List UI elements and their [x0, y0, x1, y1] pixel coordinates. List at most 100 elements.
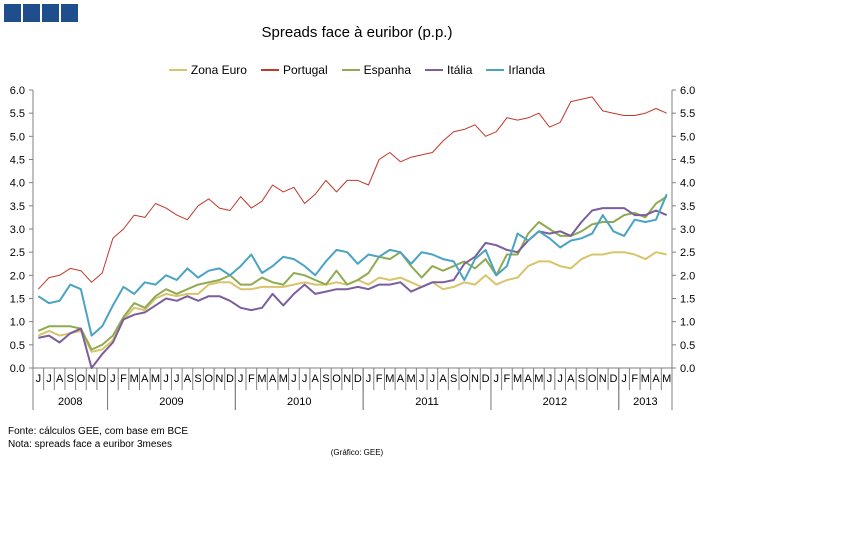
x-tick-label: J	[46, 373, 52, 385]
series-line-irlanda	[37, 193, 668, 337]
x-tick-label: O	[332, 373, 341, 385]
x-tick-label: A	[397, 373, 405, 385]
y-tick-label-right: 4.0	[680, 178, 695, 190]
y-tick-label-left: 3.5	[10, 201, 25, 213]
legend-label: Zona Euro	[190, 63, 247, 77]
y-tick-label-left: 5.5	[10, 108, 25, 120]
x-tick-label: S	[450, 373, 457, 385]
y-tick-label-left: 1.0	[10, 317, 25, 329]
x-tick-label: J	[494, 373, 500, 385]
x-tick-label: A	[312, 373, 320, 385]
x-tick-label: S	[578, 373, 585, 385]
x-tick-label: A	[269, 373, 277, 385]
x-tick-label: A	[184, 373, 192, 385]
x-tick-label: A	[141, 373, 149, 385]
legend-item: Espanha	[341, 63, 412, 77]
y-tick-label-left: 4.0	[10, 178, 25, 190]
x-tick-label: J	[557, 373, 563, 385]
legend-label: Irlanda	[508, 63, 546, 77]
legend-item: Itália	[425, 63, 472, 77]
y-tick-label-right: 2.5	[680, 247, 695, 259]
logo	[4, 4, 78, 22]
x-tick-label: N	[88, 373, 96, 385]
x-tick-label: F	[376, 373, 383, 385]
x-tick-label: M	[406, 373, 415, 385]
x-tick-label: M	[662, 373, 671, 385]
x-tick-label: J	[291, 373, 297, 385]
x-tick-label: A	[525, 373, 533, 385]
x-tick-label: D	[98, 373, 106, 385]
x-tick-label: A	[567, 373, 575, 385]
x-tick-label: F	[504, 373, 511, 385]
x-tick-label: D	[354, 373, 362, 385]
x-tick-label: M	[385, 373, 394, 385]
year-label: 2012	[543, 396, 567, 408]
x-tick-label: F	[248, 373, 255, 385]
y-tick-label-right: 0.5	[680, 340, 695, 352]
x-tick-label: D	[226, 373, 234, 385]
x-tick-label: F	[631, 373, 638, 385]
y-tick-label-left: 4.5	[10, 155, 25, 167]
y-tick-label-left: 0.5	[10, 340, 25, 352]
x-tick-label: A	[439, 373, 447, 385]
x-tick-label: S	[67, 373, 74, 385]
x-tick-label: J	[174, 373, 180, 385]
x-tick-label: S	[322, 373, 329, 385]
year-label: 2008	[58, 396, 82, 408]
y-tick-label-left: 2.5	[10, 247, 25, 259]
legend-item: Irlanda	[486, 63, 545, 77]
y-tick-label-right: 0.0	[680, 363, 695, 375]
chart-footnotes: Fonte: cálculos GEE, com base em BCE Not…	[8, 425, 188, 451]
x-tick-label: M	[641, 373, 650, 385]
chart-title: Spreads face à euribor (p.p.)	[261, 24, 453, 41]
legend-item: Portugal	[260, 63, 328, 77]
y-tick-label-right: 3.5	[680, 201, 695, 213]
series-line-portugal	[37, 96, 667, 290]
x-tick-label: M	[130, 373, 139, 385]
legend-swatch	[341, 69, 360, 71]
x-tick-label: N	[343, 373, 351, 385]
year-label: 2013	[633, 396, 657, 408]
x-tick-label: M	[279, 373, 288, 385]
x-tick-label: M	[513, 373, 522, 385]
x-tick-label: S	[194, 373, 201, 385]
series-line-espanha	[37, 195, 668, 351]
x-tick-label: F	[120, 373, 127, 385]
y-tick-label-left: 5.0	[10, 131, 25, 143]
x-tick-label: D	[609, 373, 617, 385]
legend-swatch	[260, 69, 279, 71]
source-note: Fonte: cálculos GEE, com base em BCE	[8, 426, 189, 437]
x-tick-label: J	[419, 373, 425, 385]
x-tick-label: O	[588, 373, 597, 385]
x-tick-label: A	[652, 373, 660, 385]
x-tick-label: D	[482, 373, 490, 385]
legend-label: Portugal	[282, 63, 328, 77]
x-tick-label: J	[621, 373, 627, 385]
y-tick-label-right: 1.0	[680, 317, 695, 329]
legend-swatch	[486, 69, 505, 71]
x-tick-label: O	[77, 373, 86, 385]
legend-label: Espanha	[363, 63, 412, 77]
series-line-zonaeuro	[37, 251, 667, 353]
logo-mark	[4, 4, 78, 22]
x-tick-label: J	[110, 373, 116, 385]
x-tick-label: O	[204, 373, 213, 385]
year-label: 2011	[415, 396, 439, 408]
x-tick-label: J	[547, 373, 553, 385]
x-tick-label: M	[257, 373, 266, 385]
y-tick-label-right: 6.0	[680, 85, 695, 97]
y-tick-label-right: 2.0	[680, 270, 695, 282]
y-tick-label-right: 5.0	[680, 131, 695, 143]
x-tick-label: M	[534, 373, 543, 385]
x-tick-label: J	[163, 373, 169, 385]
y-tick-label-right: 1.5	[680, 294, 695, 306]
x-tick-label: J	[36, 373, 42, 385]
y-tick-label-left: 0.0	[10, 363, 25, 375]
y-tick-label-right: 5.5	[680, 108, 695, 120]
method-note: Nota: spreads face a euribor 3meses	[8, 439, 172, 450]
x-tick-label: J	[430, 373, 436, 385]
y-tick-label-left: 2.0	[10, 270, 25, 282]
legend-swatch	[425, 69, 444, 71]
chart-legend: Zona Euro Portugal Espanha Itália Irlanda	[0, 63, 714, 77]
